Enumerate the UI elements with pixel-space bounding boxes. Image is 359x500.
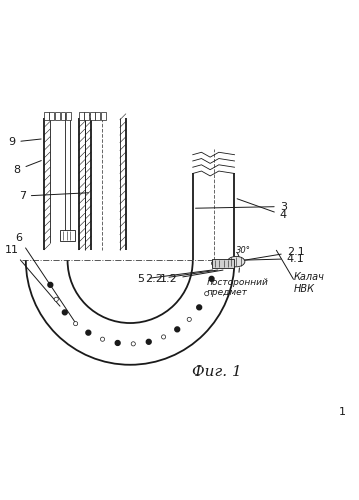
Text: 6: 6 [15,233,75,322]
Text: 3: 3 [196,202,287,211]
Text: 4.1: 4.1 [230,254,304,264]
Bar [90,112,95,120]
Text: 1: 1 [339,407,346,417]
Circle shape [115,340,120,345]
Bar [55,112,60,120]
Text: 2.2: 2.2 [145,270,218,284]
Circle shape [74,322,78,326]
Text: 2.1: 2.1 [230,246,304,262]
Bar [60,230,75,241]
Circle shape [62,310,67,315]
Circle shape [146,340,151,344]
Text: 8: 8 [14,160,41,175]
Bar [84,112,89,120]
Bar [66,112,71,120]
Text: Калач
НВК: Калач НВК [294,272,325,294]
Circle shape [86,330,91,335]
Text: 30°: 30° [236,246,251,255]
Bar [212,259,234,268]
Circle shape [48,282,53,288]
Text: 4: 4 [237,199,287,220]
Bar [44,112,49,120]
Bar [79,112,84,120]
Circle shape [211,262,216,266]
Circle shape [54,297,59,302]
Text: 11: 11 [5,245,60,306]
Text: посторонний
предмет: посторонний предмет [207,268,269,297]
Text: 7: 7 [19,191,88,201]
Bar [61,112,65,120]
Circle shape [187,318,191,322]
Circle shape [209,276,214,281]
Text: 5: 5 [137,270,213,284]
Circle shape [175,327,180,332]
Bar [95,112,100,120]
Text: Фиг. 1: Фиг. 1 [192,364,242,378]
Text: 9: 9 [8,137,41,147]
Circle shape [205,292,209,296]
Text: 1.2: 1.2 [159,270,223,284]
Bar [101,112,106,120]
Circle shape [101,337,104,342]
Circle shape [162,335,165,339]
Circle shape [131,342,135,346]
Circle shape [197,305,202,310]
Bar [50,112,54,120]
Ellipse shape [228,256,245,267]
